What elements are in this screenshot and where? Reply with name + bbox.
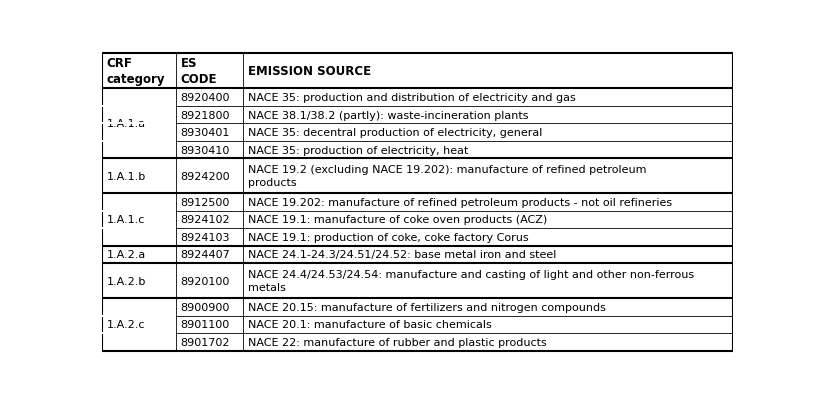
Text: NACE 20.1: manufacture of basic chemicals: NACE 20.1: manufacture of basic chemical… [248,320,492,330]
Text: 8924102: 8924102 [181,215,230,225]
Text: 8920100: 8920100 [181,276,230,286]
Text: NACE 19.2 (excluding NACE 19.202): manufacture of refined petroleum
products: NACE 19.2 (excluding NACE 19.202): manuf… [248,165,646,188]
Text: 8901100: 8901100 [181,320,230,330]
Text: CRF
category: CRF category [107,57,165,86]
Text: NACE 19.1: production of coke, coke factory Corus: NACE 19.1: production of coke, coke fact… [248,233,529,242]
Bar [102,106,176,107]
Bar [102,228,176,230]
Text: 8920400: 8920400 [181,93,230,103]
Text: NACE 35: production and distribution of electricity and gas: NACE 35: production and distribution of … [248,93,575,103]
Text: 8930410: 8930410 [181,145,230,155]
Text: 8921800: 8921800 [181,110,230,120]
Text: NACE 22: manufacture of rubber and plastic products: NACE 22: manufacture of rubber and plast… [248,337,547,347]
Text: NACE 35: decentral production of electricity, general: NACE 35: decentral production of electri… [248,128,542,138]
Text: NACE 24.1-24.3/24.51/24.52: base metal iron and steel: NACE 24.1-24.3/24.51/24.52: base metal i… [248,250,557,260]
Bar [102,141,176,142]
Bar [102,210,176,212]
Text: 8901702: 8901702 [181,337,230,347]
Text: 8924200: 8924200 [181,171,230,181]
Text: 8924407: 8924407 [181,250,230,260]
Text: NACE 35: production of electricity, heat: NACE 35: production of electricity, heat [248,145,469,155]
Text: 8930401: 8930401 [181,128,230,138]
Text: ES
CODE: ES CODE [181,57,217,86]
Text: 1.A.1.c: 1.A.1.c [107,215,145,225]
Text: NACE 19.1: manufacture of coke oven products (ACZ): NACE 19.1: manufacture of coke oven prod… [248,215,547,225]
Bar [102,123,176,125]
Text: 1.A.1.a: 1.A.1.a [107,119,146,129]
Text: NACE 19.202: manufacture of refined petroleum products - not oil refineries: NACE 19.202: manufacture of refined petr… [248,198,672,207]
Text: NACE 38.1/38.2 (partly): waste-incineration plants: NACE 38.1/38.2 (partly): waste-incinerat… [248,110,528,120]
Text: NACE 20.15: manufacture of fertilizers and nitrogen compounds: NACE 20.15: manufacture of fertilizers a… [248,302,606,312]
Bar [102,332,176,334]
Text: 1.A.2.a: 1.A.2.a [107,250,146,260]
Text: 1.A.1.b: 1.A.1.b [107,171,146,181]
Text: 8912500: 8912500 [181,198,230,207]
Text: 1.A.2.b: 1.A.2.b [107,276,147,286]
Text: NACE 24.4/24.53/24.54: manufacture and casting of light and other non-ferrous
me: NACE 24.4/24.53/24.54: manufacture and c… [248,269,694,293]
Text: 8924103: 8924103 [181,233,230,242]
Text: 8900900: 8900900 [181,302,230,312]
Text: 1.A.2.c: 1.A.2.c [107,320,145,330]
Text: EMISSION SOURCE: EMISSION SOURCE [248,65,371,78]
Bar [102,315,176,317]
